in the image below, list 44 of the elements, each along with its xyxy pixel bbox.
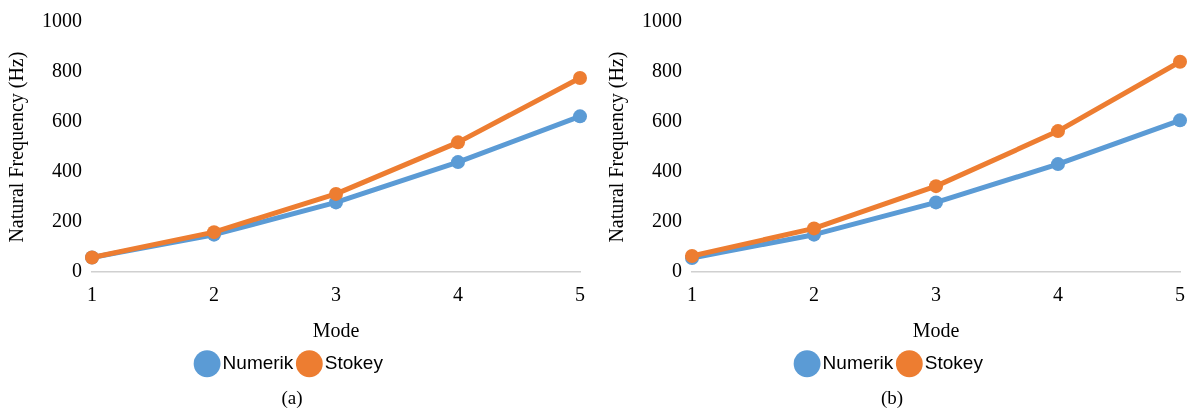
y-tick-label: 800: [52, 59, 82, 82]
x-tick-label: 5: [1175, 283, 1185, 306]
y-tick-label: 200: [652, 209, 682, 232]
y-tick-label: 600: [652, 109, 682, 132]
point: [573, 71, 587, 86]
x-axis-title: Mode: [912, 319, 960, 342]
point: [929, 179, 943, 194]
x-tick-label: 3: [331, 283, 341, 306]
x-tick-label: 2: [209, 283, 219, 306]
point: [1173, 54, 1187, 69]
point: [573, 109, 587, 124]
point: [451, 155, 465, 170]
y-axis-title: Natural Frequency (Hz): [605, 51, 629, 243]
legend-label: Numerik: [822, 351, 894, 373]
y-tick-label: 0: [672, 259, 682, 282]
legend-label: Stokey: [924, 351, 984, 373]
x-tick-label: 5: [575, 283, 585, 306]
y-tick-label: 0: [72, 259, 82, 282]
point: [929, 195, 943, 210]
x-tick-label: 2: [809, 283, 819, 306]
point: [1051, 124, 1065, 139]
x-tick-label: 1: [687, 283, 697, 306]
text: (b): [880, 386, 904, 409]
y-tick-label: 200: [52, 209, 82, 232]
point: [329, 186, 343, 201]
y-tick-label: 400: [652, 159, 682, 182]
x-axis-title: Mode: [312, 319, 360, 342]
legend-label: Stokey: [324, 351, 384, 373]
y-tick-label: 1000: [42, 9, 82, 32]
point: [1173, 113, 1187, 128]
point: [807, 221, 821, 236]
y-tick-label: 400: [52, 159, 82, 182]
y-tick-label: 800: [652, 59, 682, 82]
y-tick-label: 600: [52, 109, 82, 132]
legend-label: Numerik: [222, 351, 294, 373]
x-tick-label: 4: [453, 283, 463, 306]
text: (a): [281, 386, 303, 409]
point: [451, 135, 465, 150]
x-tick-label: 4: [1053, 283, 1063, 306]
x-tick-label: 3: [931, 283, 941, 306]
point: [1051, 157, 1065, 172]
y-tick-label: 1000: [642, 9, 682, 32]
x-tick-label: 1: [87, 283, 97, 306]
y-axis-title: Natural Frequency (Hz): [5, 51, 29, 243]
